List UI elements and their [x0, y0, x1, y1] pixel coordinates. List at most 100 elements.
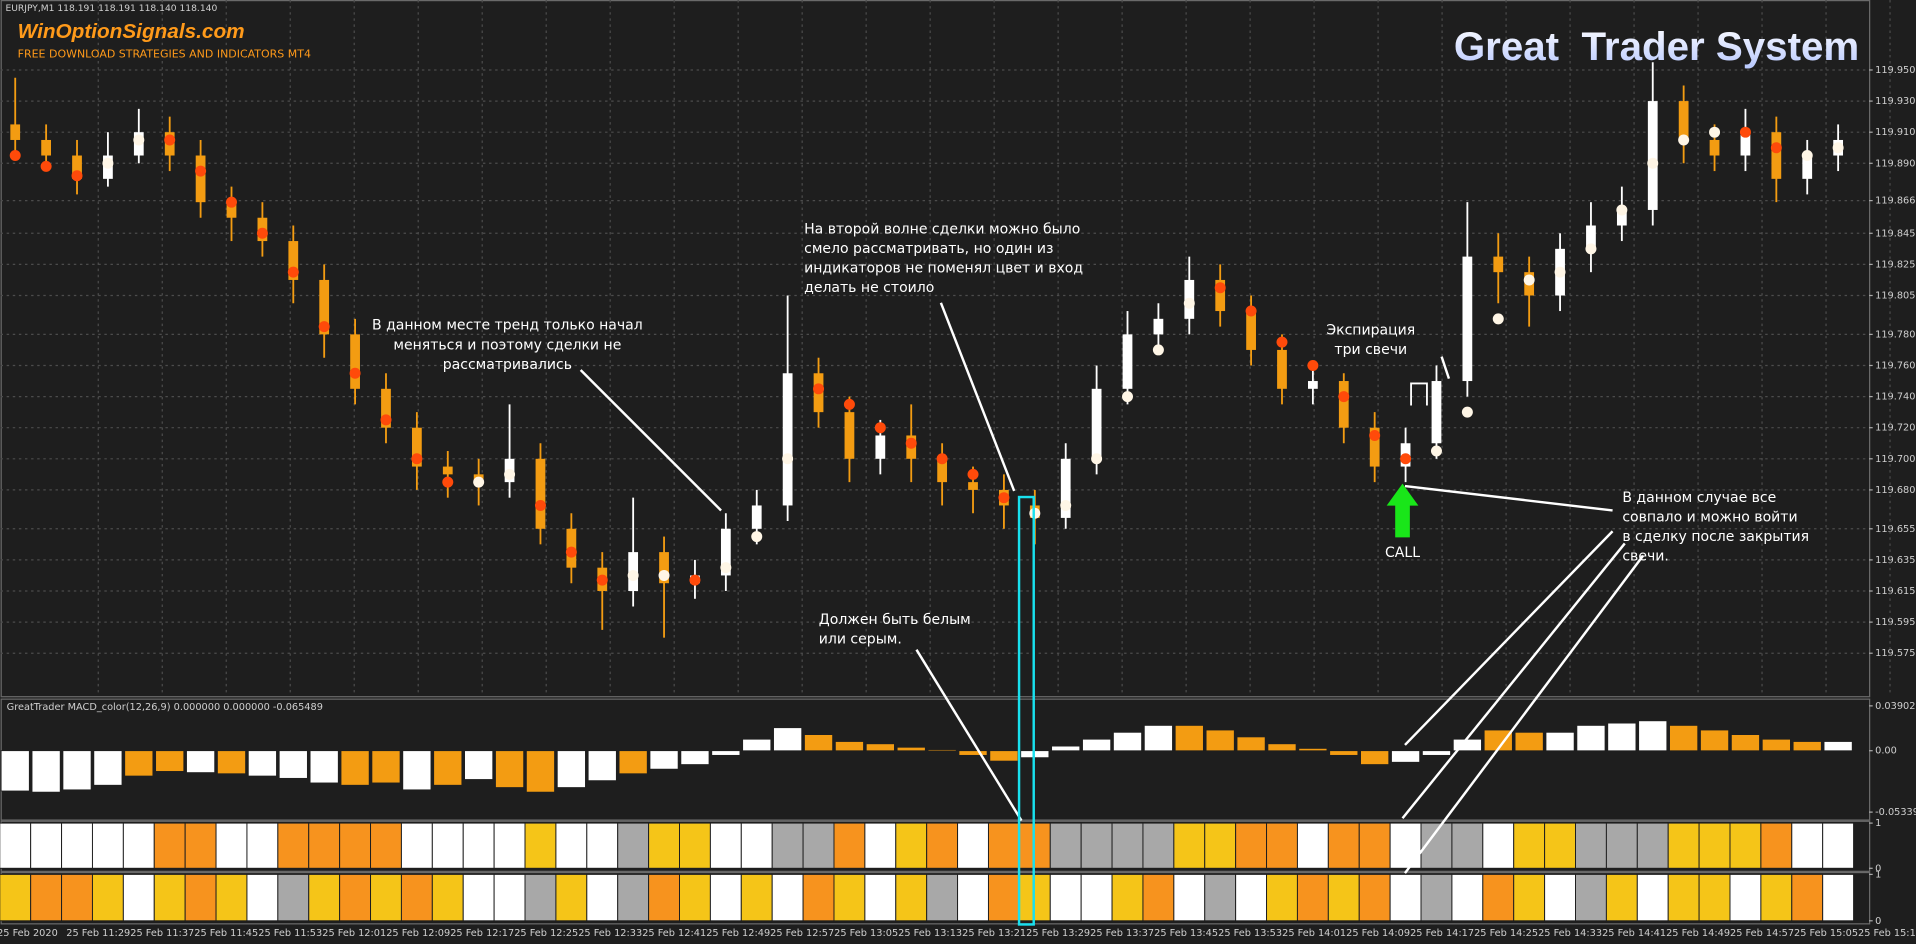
candle-body [1308, 381, 1318, 389]
candle-body [1246, 311, 1256, 350]
y-tick-label: 0.00 [1875, 746, 1897, 757]
signal-bar [308, 822, 341, 869]
signal-bar [184, 822, 217, 869]
trend-dot [534, 499, 546, 511]
macd-bar [804, 734, 833, 752]
signal-bar [400, 822, 433, 869]
x-tick-label: 25 Feb 12:09 [386, 928, 450, 939]
macd-bar [742, 738, 772, 752]
trend-dot [195, 165, 207, 177]
signal-bar [0, 822, 32, 869]
trend-dot [164, 134, 176, 146]
trend-dot [782, 453, 794, 465]
signal-bar [1173, 822, 1206, 869]
candle-body [1462, 256, 1473, 382]
trend-dot [1276, 336, 1288, 348]
y-tick-label: 119.615 [1875, 586, 1915, 597]
trend-dot [874, 422, 886, 434]
candle-body [1802, 155, 1813, 179]
macd-bar [1638, 720, 1668, 752]
annotation-pointer [1440, 356, 1451, 379]
signal-bar [431, 822, 464, 869]
x-tick-label: 25 Feb 14:57 [1730, 928, 1794, 939]
macd-bar [495, 750, 524, 788]
signal-bar [400, 873, 433, 922]
signal-bar [771, 822, 804, 869]
y-tick-label: -0.053397 [1875, 807, 1916, 818]
macd-bar [31, 750, 61, 793]
trend-dot [1122, 391, 1134, 403]
annotation-pointer [1403, 554, 1645, 874]
signal-bar [1544, 822, 1576, 869]
macd-bar [0, 750, 30, 792]
x-tick-label: 25 Feb 12:41 [642, 928, 706, 939]
trend-dot [71, 170, 83, 182]
macd-bar [1669, 725, 1699, 752]
candle-body [875, 435, 886, 459]
candle-body [968, 482, 978, 490]
trend-dot [1616, 204, 1628, 216]
trend-dot [1060, 499, 1072, 511]
annotation-text: CALL [1385, 545, 1420, 561]
trend-dot [1461, 406, 1473, 418]
macd-bar [1422, 750, 1451, 756]
y-tick-label: 119.655 [1875, 524, 1915, 535]
macd-bar [927, 749, 957, 752]
signal-bar [1235, 822, 1268, 869]
signal-bar [1636, 822, 1669, 869]
signal-bar [1667, 873, 1700, 922]
trend-dot [256, 227, 268, 239]
signal-bar [802, 822, 835, 869]
candle-body [1060, 458, 1071, 518]
signal-bar [926, 822, 959, 869]
x-tick-label: 25 Feb 14:33 [1538, 928, 1602, 939]
trend-dot [1400, 453, 1412, 465]
signal-bar [709, 873, 742, 922]
signal-bar [1667, 822, 1700, 869]
candle-body [1771, 132, 1782, 179]
trend-dot [658, 569, 670, 581]
trend-dot [1585, 243, 1597, 255]
signal-bar [215, 873, 248, 922]
candle-body [195, 155, 206, 203]
y-tick-label: 119.845 [1875, 228, 1915, 239]
annotation-text: рассматривались [443, 357, 572, 373]
signal-bar [1080, 873, 1113, 922]
macd-bar [93, 750, 123, 786]
y-tick-label: 119.825 [1875, 259, 1915, 270]
candle-body [1153, 318, 1164, 335]
macd-bar [556, 750, 586, 788]
signal-bar [1358, 822, 1391, 869]
annotation-pointer [939, 302, 1016, 492]
macd-bar [958, 750, 988, 756]
candle-body [10, 124, 21, 140]
trend-dot [1523, 274, 1535, 286]
trend-dot [102, 157, 114, 169]
trend-dot [1369, 429, 1381, 441]
signal-bar [957, 822, 989, 869]
expiry-bracket [1410, 382, 1428, 406]
signal-bar [1327, 822, 1360, 869]
macd-bar [526, 750, 555, 793]
macd-bar [62, 750, 92, 791]
trend-dot [504, 468, 516, 480]
trend-dot [1739, 126, 1751, 138]
macd-bar [773, 727, 803, 752]
signal-bar [1080, 822, 1113, 869]
y-tick-label: 119.575 [1875, 648, 1915, 659]
x-tick-label: 25 Feb 12:57 [770, 928, 834, 939]
signal-bar [1049, 873, 1082, 922]
signal-bar [1389, 873, 1422, 922]
signal-bar [1327, 873, 1360, 922]
trend-dot [565, 546, 577, 558]
annotation-text: или серым. [819, 632, 902, 648]
annotation-text: в сделку после закрытия [1622, 529, 1809, 545]
x-tick-label: 25 Feb 14:25 [1474, 928, 1538, 939]
x-tick-label: 25 Feb 11:37 [130, 928, 194, 939]
signal-bar [833, 822, 866, 869]
y-tick-label: 0.039029 [1875, 701, 1916, 712]
y-tick-label: 119.760 [1875, 360, 1915, 371]
trend-dot [1214, 282, 1226, 294]
candle-body [659, 552, 669, 584]
